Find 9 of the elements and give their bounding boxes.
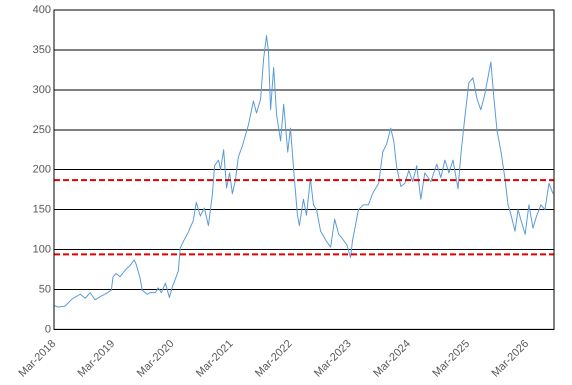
y-tick-label: 350 <box>32 44 51 56</box>
y-tick-label: 50 <box>38 283 51 296</box>
y-tick-label: 150 <box>32 204 51 216</box>
y-tick-label: 0 <box>44 323 51 336</box>
y-tick-label: 100 <box>32 244 51 256</box>
y-tick-label: 400 <box>32 4 51 16</box>
y-tick-label: 250 <box>32 124 51 136</box>
y-tick-label: 200 <box>32 164 51 176</box>
y-tick-label: 300 <box>32 84 51 96</box>
